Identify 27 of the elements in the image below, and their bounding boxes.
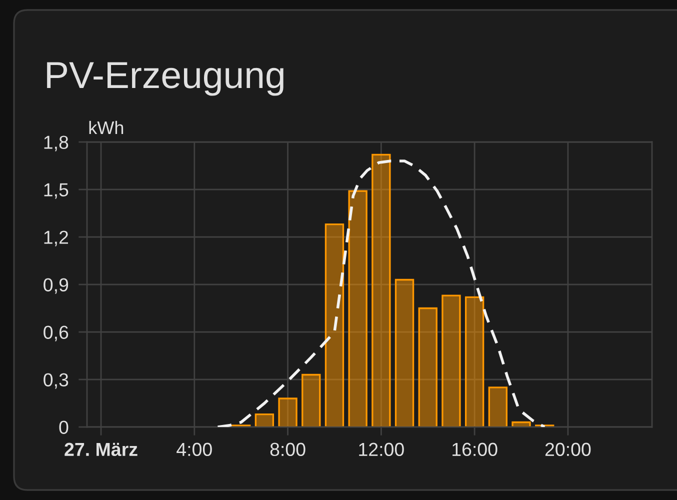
bar <box>488 386 508 427</box>
x-tick-label: 8:00 <box>270 442 306 456</box>
bar <box>348 190 368 427</box>
bar <box>442 294 461 427</box>
y-tick-label: 1,5 <box>44 183 68 199</box>
x-tick-label: 27. März <box>64 442 138 456</box>
bar <box>512 421 531 427</box>
x-tick-label: 12:00 <box>359 442 404 456</box>
x-tick-label: 4:00 <box>176 442 212 456</box>
bar <box>324 224 344 427</box>
y-axis-title: kWh <box>89 120 124 134</box>
bar <box>394 278 414 427</box>
bar <box>418 307 438 427</box>
y-tick-label: 0,9 <box>44 278 68 294</box>
bar <box>372 154 391 427</box>
bar <box>254 414 274 427</box>
x-tick-label: 16:00 <box>452 442 498 456</box>
y-tick-label: 1,2 <box>44 230 68 246</box>
y-tick-label: 1,8 <box>44 136 68 152</box>
x-tick-label: 20:00 <box>545 442 591 456</box>
bar <box>278 398 298 427</box>
y-tick-label: 0,6 <box>44 326 68 342</box>
y-tick-label: 0 <box>59 420 68 434</box>
bar <box>302 374 321 427</box>
y-tick-label: 0,3 <box>44 373 68 389</box>
bar <box>464 296 484 427</box>
chart-title: PV-Erzeugung <box>47 62 284 96</box>
